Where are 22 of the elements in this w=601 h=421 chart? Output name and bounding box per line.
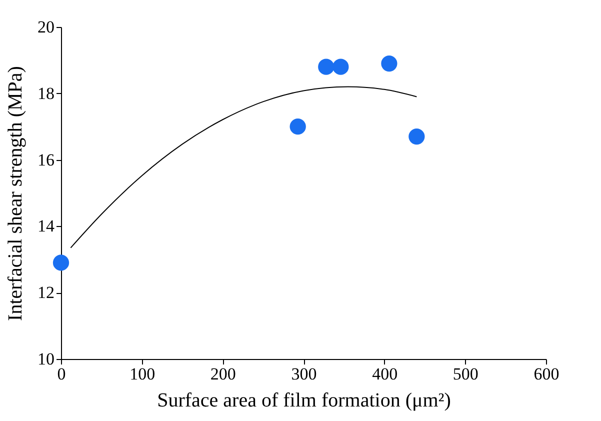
y-tick-label: 16 <box>38 150 54 170</box>
y-tick-label: 14 <box>38 216 55 236</box>
point <box>381 55 398 72</box>
x-tick-label: 600 <box>534 364 560 384</box>
y-tick-label: 12 <box>38 283 54 302</box>
point <box>318 58 334 75</box>
point <box>332 58 349 75</box>
y-tick-label: 20 <box>38 18 54 36</box>
x-tick-label: 200 <box>210 364 236 384</box>
point <box>290 118 306 135</box>
x-tick-label: 0 <box>57 364 66 384</box>
y-tick-label: 18 <box>38 84 54 103</box>
x-tick-label: 500 <box>452 364 478 384</box>
x-axis-title: Surface area of film formation (μm²) <box>157 390 451 412</box>
x-tick-label: 400 <box>372 364 398 384</box>
y-axis-title: Interfacial shear strength (MPa) <box>4 66 26 321</box>
point <box>52 254 70 271</box>
x-tick-label: 300 <box>291 364 317 384</box>
line-series <box>70 86 418 248</box>
y-tick-label: 10 <box>38 350 54 368</box>
x-tick-label: 100 <box>130 364 156 384</box>
point <box>408 128 425 145</box>
